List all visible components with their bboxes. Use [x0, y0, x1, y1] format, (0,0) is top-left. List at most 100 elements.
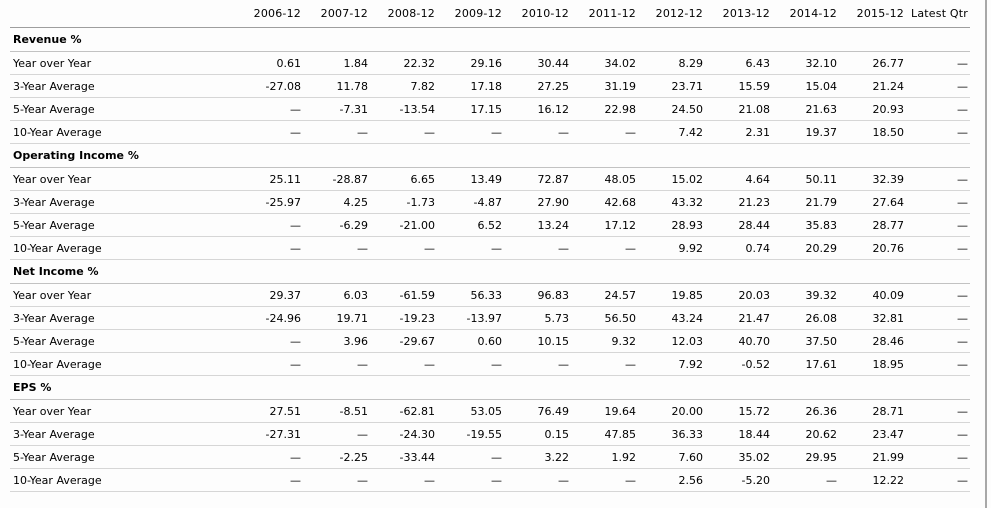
table-row: 5-Year Average —3.96 -29.67 0.60 10.15 9.32 12… [10, 329, 970, 353]
value-cell: 22.32 [370, 51, 437, 75]
value-cell: — [437, 120, 504, 144]
value-cell: 9.32 [571, 329, 638, 353]
value-cell: — [236, 97, 303, 121]
value-cell: 17.12 [571, 213, 638, 237]
value-cell: 56.33 [437, 283, 504, 307]
value-cell: 0.15 [504, 422, 571, 446]
value-cell: 96.83 [504, 283, 571, 307]
section-header-row: EPS % [10, 375, 970, 400]
row-label: 5-Year Average [10, 97, 236, 121]
value-cell: 43.32 [638, 190, 705, 214]
value-cell: 39.32 [772, 283, 839, 307]
row-label: 10-Year Average [10, 236, 236, 260]
value-cell: -27.08 [236, 74, 303, 98]
value-cell: 19.85 [638, 283, 705, 307]
value-cell: 24.50 [638, 97, 705, 121]
value-cell: -33.44 [370, 445, 437, 469]
value-cell: 19.37 [772, 120, 839, 144]
value-cell: — [906, 213, 970, 237]
value-cell: 11.78 [303, 74, 370, 98]
value-cell: — [303, 120, 370, 144]
value-cell: — [303, 422, 370, 446]
column-header: 2015-12 [839, 0, 906, 28]
value-cell: — [571, 120, 638, 144]
value-cell: — [906, 329, 970, 353]
value-cell: 18.44 [705, 422, 772, 446]
value-cell: -13.97 [437, 306, 504, 330]
value-cell: 20.93 [839, 97, 906, 121]
value-cell: — [370, 236, 437, 260]
row-label: Year over Year [10, 399, 236, 423]
value-cell: — [906, 306, 970, 330]
section-title: Operating Income % [10, 143, 970, 168]
value-cell: — [906, 190, 970, 214]
value-cell: 13.49 [437, 167, 504, 191]
row-label: 3-Year Average [10, 422, 236, 446]
column-header: 2008-12 [370, 0, 437, 28]
value-cell: — [370, 120, 437, 144]
table-row: 10-Year Average — — — — — —7.42 2.31 19.37 18.50— [10, 120, 970, 144]
value-cell: -24.30 [370, 422, 437, 446]
value-cell: 6.43 [705, 51, 772, 75]
value-cell: — [906, 97, 970, 121]
table-row: Year over Year 25.11 -28.87 6.65 13.49 72.87 4… [10, 167, 970, 191]
value-cell: 6.65 [370, 167, 437, 191]
value-cell: — [906, 422, 970, 446]
page-right-edge [985, 0, 987, 508]
value-cell: 2.56 [638, 468, 705, 492]
value-cell: 10.15 [504, 329, 571, 353]
row-label: 3-Year Average [10, 74, 236, 98]
value-cell: 7.82 [370, 74, 437, 98]
value-cell: -21.00 [370, 213, 437, 237]
value-cell: 43.24 [638, 306, 705, 330]
column-header: 2010-12 [504, 0, 571, 28]
column-header: Latest Qtr [906, 0, 970, 28]
value-cell: — [906, 167, 970, 191]
value-cell: 21.08 [705, 97, 772, 121]
value-cell: — [906, 120, 970, 144]
value-cell: 34.02 [571, 51, 638, 75]
value-cell: 12.22 [839, 468, 906, 492]
value-cell: 42.68 [571, 190, 638, 214]
value-cell: — [303, 468, 370, 492]
value-cell: 48.05 [571, 167, 638, 191]
value-cell: 27.51 [236, 399, 303, 423]
value-cell: — [236, 468, 303, 492]
table-row: 10-Year Average — — — — — —7.92 -0.52 17.61 18.95… [10, 352, 970, 376]
value-cell: 36.33 [638, 422, 705, 446]
value-cell: — [303, 236, 370, 260]
value-cell: — [504, 236, 571, 260]
value-cell: 21.24 [839, 74, 906, 98]
value-cell: — [236, 445, 303, 469]
value-cell: 28.71 [839, 399, 906, 423]
value-cell: 0.74 [705, 236, 772, 260]
row-label: 5-Year Average [10, 445, 236, 469]
value-cell: — [437, 352, 504, 376]
table-row: 3-Year Average -27.08 11.78 7.82 17.18 27.25 3… [10, 74, 970, 98]
value-cell: 0.60 [437, 329, 504, 353]
value-cell: 3.96 [303, 329, 370, 353]
value-cell: 1.84 [303, 51, 370, 75]
section-title: Revenue % [10, 27, 970, 52]
column-header: 2013-12 [705, 0, 772, 28]
row-label: 10-Year Average [10, 120, 236, 144]
value-cell: — [236, 236, 303, 260]
value-cell: -28.87 [303, 167, 370, 191]
table-row: 10-Year Average — — — — — —9.92 0.74 20.29 20.76— [10, 236, 970, 260]
value-cell: 23.47 [839, 422, 906, 446]
column-header-row: 2006-12 2007-12 2008-12 2009-12 2010-12 2011-… [10, 0, 970, 28]
row-label: 10-Year Average [10, 468, 236, 492]
value-cell: -2.25 [303, 445, 370, 469]
table-row: 3-Year Average -25.97 4.25 -1.73 -4.87 27.90 4… [10, 190, 970, 214]
value-cell: 31.19 [571, 74, 638, 98]
value-cell: — [571, 352, 638, 376]
value-cell: 17.18 [437, 74, 504, 98]
table-row: 5-Year Average — -6.29 -21.00 6.52 13.24 17.12… [10, 213, 970, 237]
value-cell: — [906, 399, 970, 423]
value-cell: — [906, 352, 970, 376]
value-cell: 15.04 [772, 74, 839, 98]
value-cell: 21.23 [705, 190, 772, 214]
value-cell: 25.11 [236, 167, 303, 191]
value-cell: 28.44 [705, 213, 772, 237]
